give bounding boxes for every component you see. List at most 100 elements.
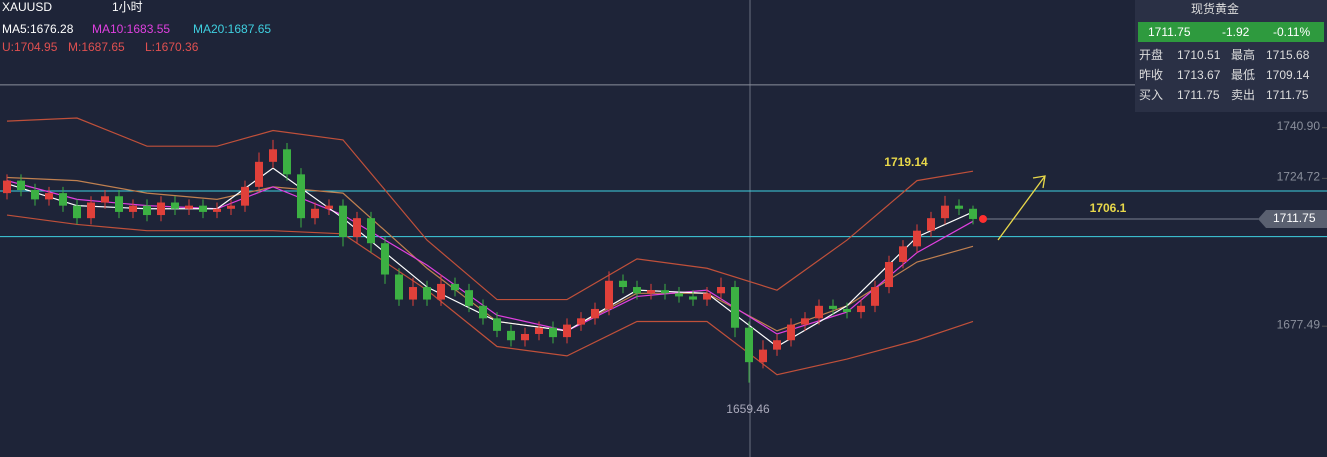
candle-body <box>801 318 809 325</box>
candle-body <box>941 205 949 219</box>
candle-body <box>689 296 697 300</box>
candle-body <box>255 161 263 187</box>
interval[interactable]: 1小时 <box>112 0 143 14</box>
boll-label: U:1704.95 <box>2 40 58 54</box>
candle-body <box>731 287 739 328</box>
quote-pct: -0.11% <box>1273 25 1310 39</box>
y-tick-label: 1724.72 <box>1277 170 1321 184</box>
candle-body <box>129 205 137 212</box>
boll-label: M:1687.65 <box>68 40 125 54</box>
low-annotation: 1659.46 <box>726 402 770 416</box>
candle-body <box>521 333 529 341</box>
candle-body <box>843 308 851 313</box>
candle-body <box>437 283 445 300</box>
indicator-line <box>6 214 974 376</box>
candle-body <box>633 287 641 294</box>
candle-body <box>577 318 585 325</box>
candle-body <box>87 202 95 219</box>
candle-body <box>311 208 319 219</box>
last-price: 1711.75 <box>1273 211 1316 225</box>
quote-panel: 现货黄金 1711.75 -1.92 -0.11% 开盘 1710.51 最高 171… <box>1135 0 1327 112</box>
candle-body <box>773 340 781 350</box>
candle-body <box>619 280 627 288</box>
symbol[interactable]: XAUUSD <box>2 0 52 14</box>
quote-cell: 1715.68 <box>1266 48 1310 62</box>
candle-body <box>423 287 431 300</box>
candle-body <box>409 287 417 300</box>
candle-body <box>955 205 963 209</box>
candle-body <box>199 205 207 212</box>
candle-body <box>787 324 795 341</box>
candle-body <box>367 218 375 244</box>
candle-body <box>325 205 333 209</box>
candle-body <box>479 305 487 319</box>
plot: 1740.90 1724.72 1677.49 <box>0 84 1327 383</box>
quote-cell: 买入 <box>1139 88 1163 102</box>
quote-cell: 1711.75 <box>1266 88 1309 102</box>
candle-body <box>395 274 403 300</box>
high-annotation: 1719.14 <box>884 155 928 169</box>
candle-body <box>465 290 473 306</box>
candle-body <box>31 189 39 200</box>
candle-body <box>381 243 389 275</box>
candle-body <box>157 202 165 216</box>
candle-body <box>535 327 543 334</box>
arrow-head <box>1032 175 1046 189</box>
quote-cell: 1711.75 <box>1177 88 1220 102</box>
ma-label: MA20:1687.65 <box>193 22 271 36</box>
candle-body <box>549 327 557 338</box>
candle-body <box>703 293 711 300</box>
candle-body <box>451 283 459 291</box>
quote-cell: 卖出 <box>1231 88 1255 102</box>
y-tick-label: 1677.49 <box>1277 317 1321 331</box>
candle-body <box>913 230 921 247</box>
candle-body <box>227 205 235 209</box>
candle-body <box>605 280 613 309</box>
ma-label: MA5:1676.28 <box>2 22 74 36</box>
candle-body <box>213 208 221 212</box>
candle-body <box>339 205 347 237</box>
candle-body <box>563 324 571 338</box>
candle-body <box>17 180 25 190</box>
candle-body <box>829 305 837 309</box>
y-tick-label: 1740.90 <box>1277 119 1321 133</box>
quote-name: 现货黄金 <box>1191 1 1239 16</box>
quote-cell: 开盘 <box>1139 47 1163 62</box>
candle-body <box>969 208 977 219</box>
candle-body <box>815 305 823 319</box>
candle-body <box>493 318 501 331</box>
candle-body <box>507 330 515 341</box>
candle-body <box>871 287 879 306</box>
candle-body <box>661 290 669 294</box>
candle-body <box>143 205 151 216</box>
candle-body <box>297 174 305 219</box>
candle-body <box>241 186 249 206</box>
indicator-line <box>6 117 974 301</box>
quote-cell: 1709.14 <box>1266 68 1310 82</box>
candle-body <box>857 305 865 313</box>
candle-body <box>647 290 655 294</box>
quote-price: 1711.75 <box>1148 25 1191 39</box>
quote-bar <box>1138 22 1324 42</box>
last-dot <box>979 214 987 223</box>
arrow <box>997 175 1046 241</box>
candle-body <box>73 205 81 219</box>
candle-body <box>927 218 935 231</box>
price-tag <box>1258 210 1327 228</box>
candle-body <box>115 196 123 212</box>
candle-body <box>717 287 725 294</box>
candle-body <box>3 180 11 194</box>
candle-body <box>885 261 893 288</box>
candle-body <box>269 149 277 162</box>
candle-body <box>899 246 907 262</box>
candle-body <box>283 149 291 175</box>
quote-cell: 1710.51 <box>1177 48 1221 62</box>
candle-body <box>675 293 683 297</box>
quote-cell: 最高 <box>1231 47 1255 62</box>
quote-change: -1.92 <box>1222 25 1250 39</box>
candle-body <box>591 308 599 319</box>
boll-label: L:1670.36 <box>145 40 199 54</box>
candle-body <box>45 193 53 200</box>
